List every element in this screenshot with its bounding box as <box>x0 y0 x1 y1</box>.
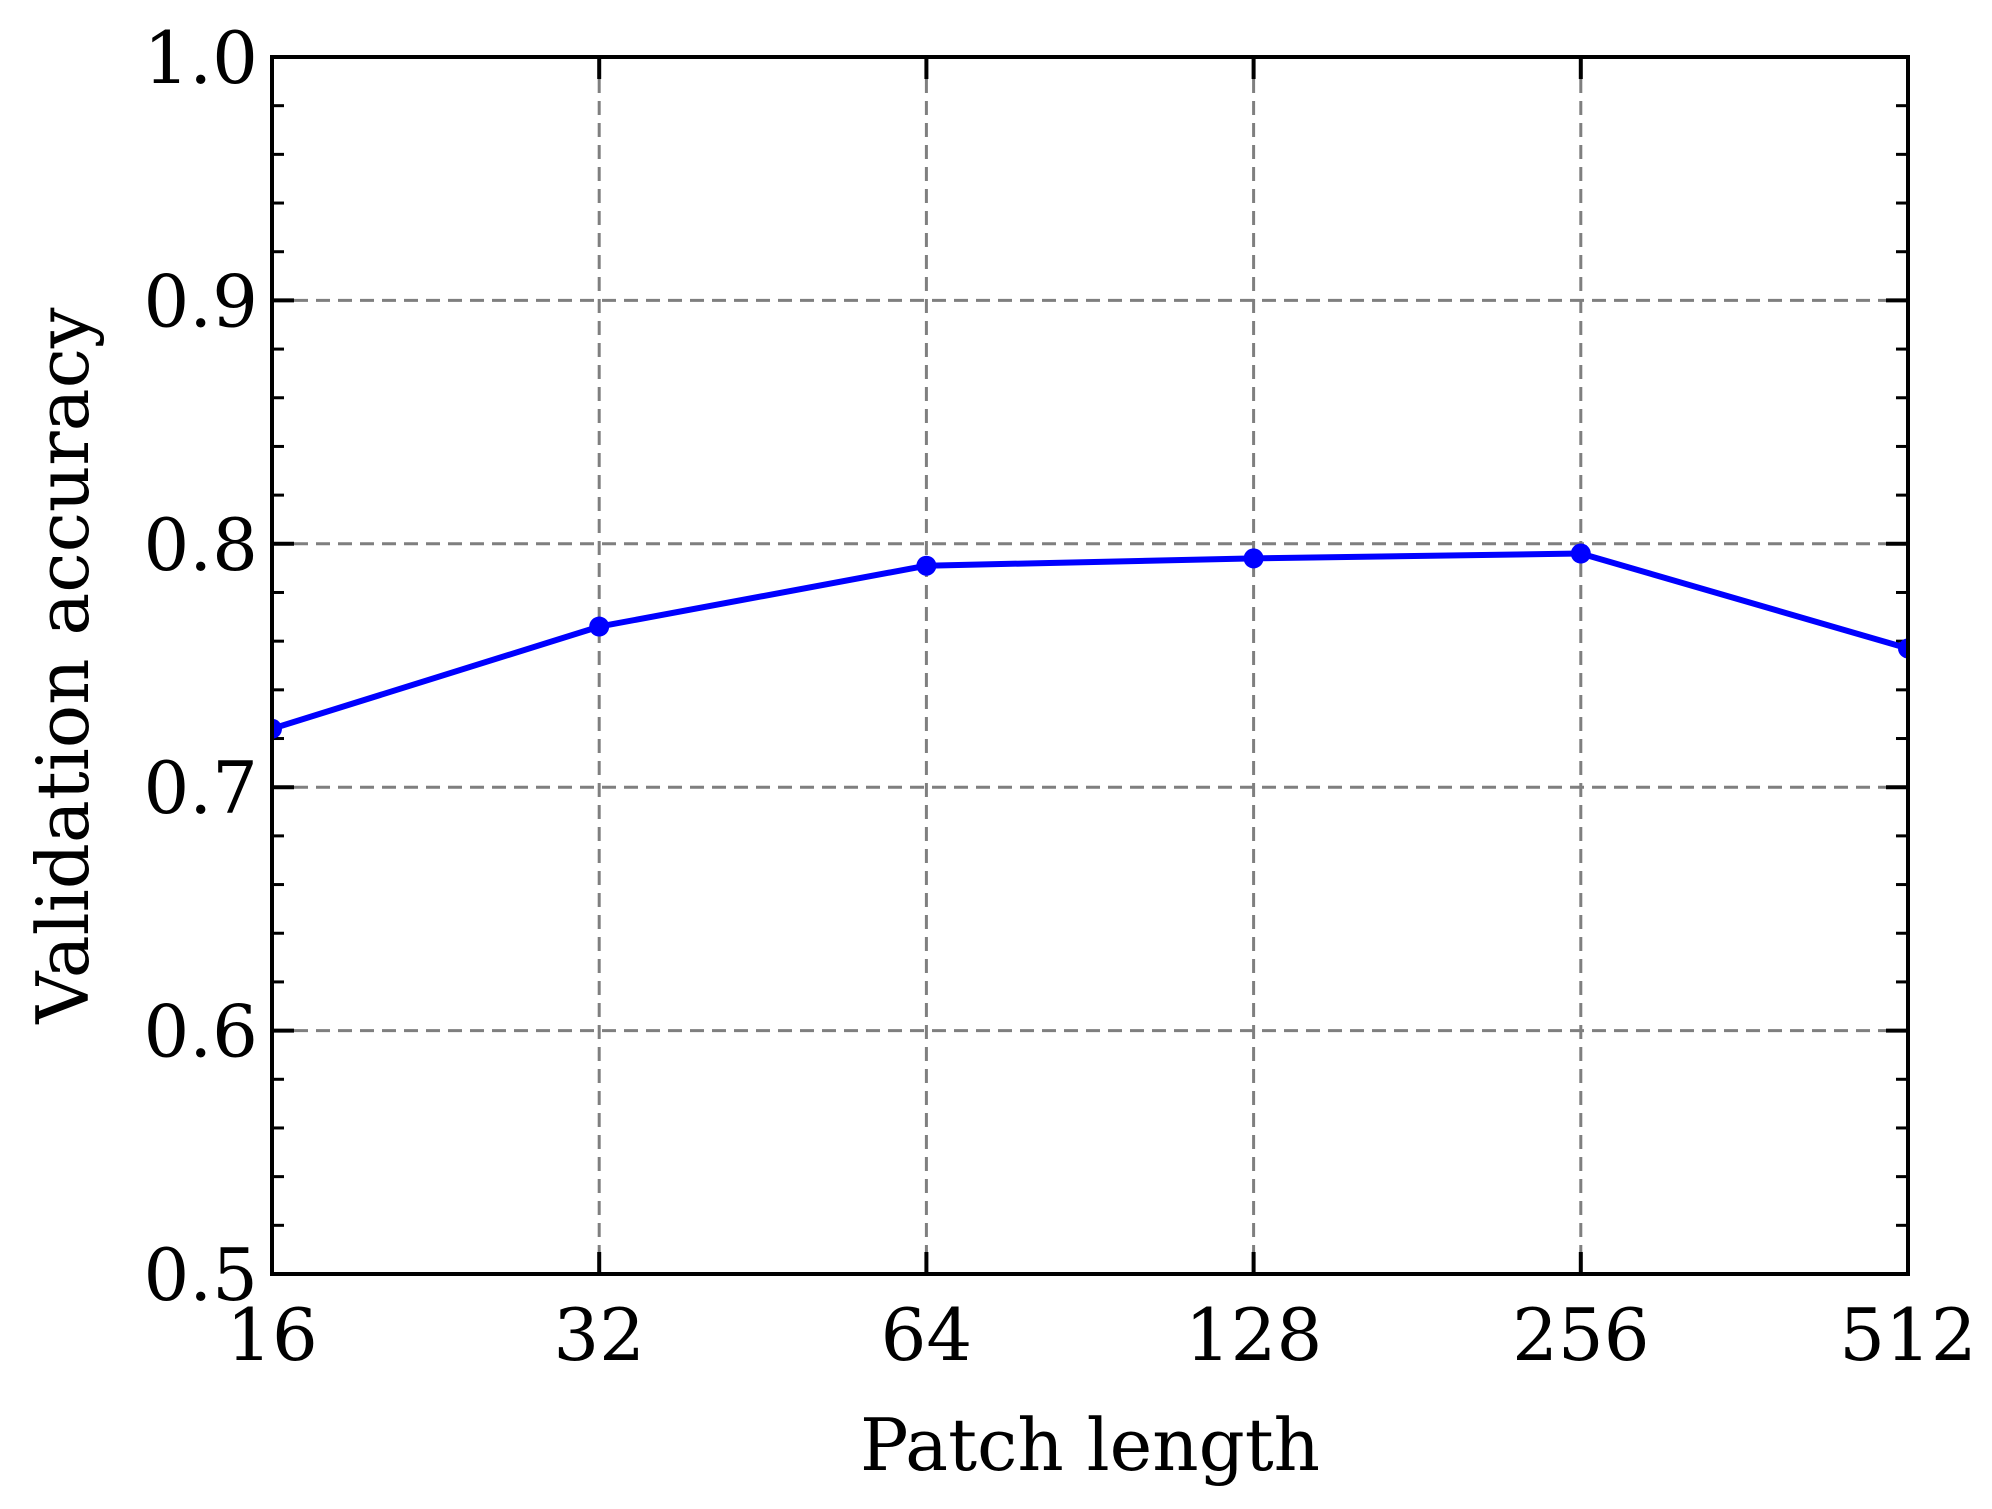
y-tick-label: 1.0 <box>143 16 258 100</box>
series-layer <box>272 543 1908 739</box>
y-tick-label: 0.8 <box>143 503 258 587</box>
x-tick-label: 32 <box>553 1293 645 1377</box>
x-tick-labels: 16 32 64 128 256 512 <box>226 1293 1977 1377</box>
series-line <box>272 550 1908 732</box>
data-point <box>589 616 610 637</box>
y-tick-label: 0.7 <box>143 746 258 830</box>
x-tick-label: 512 <box>1839 1293 1976 1377</box>
data-point <box>1898 638 1908 659</box>
series <box>272 543 1908 739</box>
minor-ticks <box>272 104 1908 1227</box>
x-tick-label: 256 <box>1512 1293 1649 1377</box>
data-point <box>1243 548 1264 569</box>
x-tick-label: 64 <box>881 1293 973 1377</box>
y-tick-label: 0.6 <box>143 990 258 1074</box>
major-ticks <box>270 55 1910 1276</box>
data-point <box>272 718 282 739</box>
x-tick-label: 16 <box>226 1293 318 1377</box>
y-tick-labels: 0.5 0.6 0.7 0.8 0.9 1.0 <box>143 16 258 1317</box>
data-point <box>1570 543 1591 564</box>
data-point <box>916 555 937 576</box>
x-tick-label: 128 <box>1185 1293 1322 1377</box>
x-axis-title: Patch length <box>860 1403 1320 1487</box>
y-tick-label: 0.5 <box>143 1233 258 1317</box>
grid-lines <box>272 57 1908 1274</box>
plot-frame <box>270 55 1910 1276</box>
y-tick-label: 0.9 <box>143 259 258 343</box>
y-axis-title: Validation accuracy <box>21 307 105 1025</box>
